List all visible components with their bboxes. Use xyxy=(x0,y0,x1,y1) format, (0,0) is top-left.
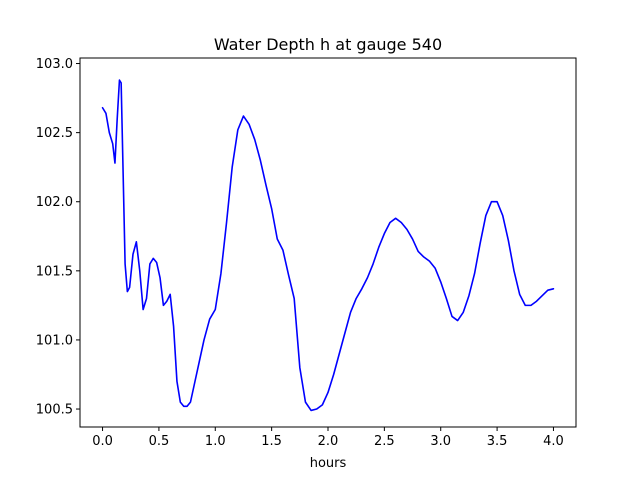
plot-area-frame xyxy=(79,57,577,428)
y-tick-label: 103.0 xyxy=(36,57,73,72)
x-tick-label: 4.0 xyxy=(543,434,564,449)
y-tick-label: 101.0 xyxy=(36,333,73,348)
y-tick-label: 100.5 xyxy=(36,403,73,418)
x-axis-label: hours xyxy=(310,456,347,471)
x-tick-label: 2.0 xyxy=(318,434,339,449)
x-tick-label: 3.0 xyxy=(430,434,451,449)
y-axis-ticks: 100.5 101.0 101.5 102.0 102.5 103.0 xyxy=(36,57,80,418)
x-tick-label: 1.0 xyxy=(205,434,226,449)
x-tick-label: 1.5 xyxy=(261,434,282,449)
series-layer xyxy=(101,79,555,412)
x-tick-label: 0.0 xyxy=(92,434,113,449)
series-line-1 xyxy=(101,79,555,412)
x-tick-label: 2.5 xyxy=(374,434,395,449)
y-tick-label: 102.0 xyxy=(36,195,73,210)
x-tick-label: 3.5 xyxy=(487,434,508,449)
chart-title: Water Depth h at gauge 540 xyxy=(214,35,442,54)
y-tick-label: 102.5 xyxy=(36,126,73,141)
y-tick-label: 101.5 xyxy=(36,264,73,279)
x-tick-label: 0.5 xyxy=(149,434,170,449)
x-axis-ticks: 0.0 0.5 1.0 1.5 2.0 2.5 3.0 3.5 4.0 xyxy=(92,427,564,449)
